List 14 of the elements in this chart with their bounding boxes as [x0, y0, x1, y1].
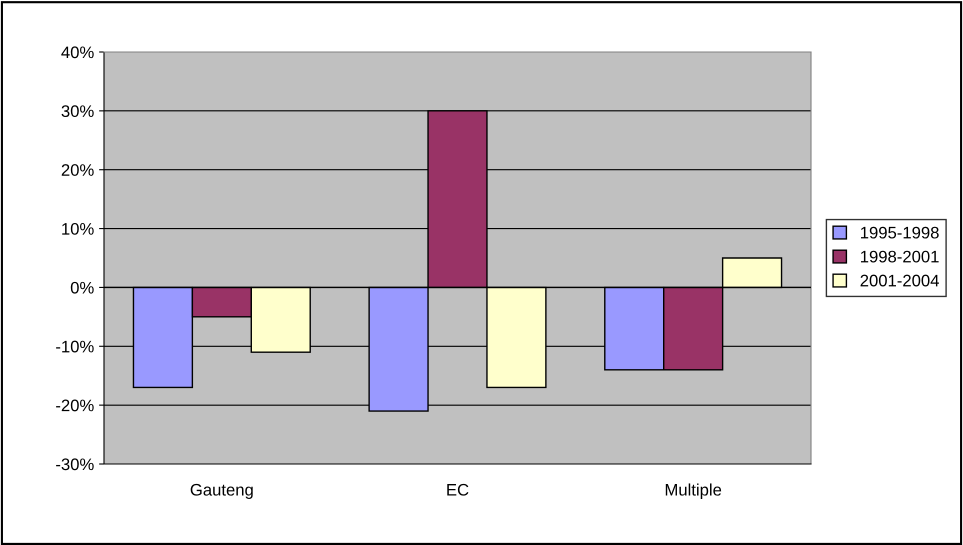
y-tick-label: 40% — [61, 46, 94, 58]
x-tick-label: EC — [447, 484, 468, 496]
legend-label: 2001-2004 — [860, 274, 939, 286]
legend-label: 1995-1998 — [861, 226, 939, 239]
y-tick-label: -30% — [56, 458, 94, 470]
y-tick-label: 10% — [62, 222, 94, 235]
x-tick-label: Gauteng — [190, 484, 253, 499]
y-tick-label: 0% — [70, 282, 94, 294]
y-tick-label: 30% — [62, 105, 94, 118]
y-tick-label: -10% — [56, 340, 94, 352]
y-tick-label: -20% — [56, 400, 94, 412]
y-tick-label: 20% — [62, 164, 94, 176]
legend-label: 1998-2001 — [861, 250, 939, 263]
x-tick-label: Multiple — [666, 483, 722, 499]
